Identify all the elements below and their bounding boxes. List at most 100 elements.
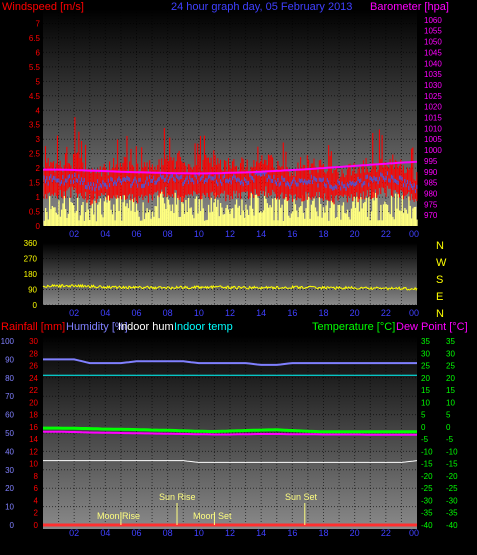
humidity-tick-label: 50 [5,429,14,438]
wind-gust-bar [285,196,287,226]
wind-avg-bar [337,172,339,201]
wind-gust-bar [301,195,303,226]
x-tick-label: 00 [409,308,419,318]
wind-gust-bar [149,209,151,226]
wind-direction-band [341,181,343,186]
wind-direction-band [81,177,83,182]
wind-avg-bar [105,167,107,193]
humidity-tick-label: 40 [5,447,14,456]
wind-avg-bar [50,161,52,196]
wind-avg-bar [167,161,169,195]
wind-gust-bar [51,205,53,226]
wind-gust-bar [137,210,139,226]
temperature-tick-label: -20 [421,472,433,481]
wind-gust-bar [277,220,279,226]
wind-direction-band [286,181,288,186]
wind-gust-bar [215,206,218,226]
humidity-tick-label: 0 [10,521,15,530]
wind-direction-band [289,184,291,189]
dewpoint-tick-label: 35 [446,337,455,346]
temperature-tick-label: 25 [421,362,430,371]
wind-direction-band [296,182,298,187]
wind-direction-band [297,182,299,187]
temperature-tick-label: 10 [421,398,430,407]
wind-direction-band [308,179,310,184]
wind-avg-bar [203,135,205,196]
wind-direction-band [409,181,411,186]
wind-avg-bar [56,135,59,199]
wind-avg-bar [298,170,300,199]
wind-gust-bar [179,216,182,226]
wind-avg-bar [234,166,236,194]
wind-direction-band [300,179,302,184]
wind-gust-bar [181,195,183,226]
wind-direction-band [56,178,59,183]
wind-gust-bar [269,205,271,226]
wind-direction-band [249,173,251,178]
wind-avg-bar [380,158,382,195]
wind-avg-bar [386,166,388,186]
wind-avg-bar [169,137,171,196]
wind-direction-band [93,182,95,187]
wind-gust-bar [145,213,147,226]
wind-gust-bar [361,208,363,226]
wind-gust-bar [225,208,227,226]
x-axis-ticks-top: 02 04 06 08 10 12 14 16 18 20 22 00 [69,229,419,239]
wind-gust-bar [206,219,208,226]
rain-tick-label: 14 [29,435,38,444]
wind-gust-bar [119,196,122,226]
wind-gust-bar [354,207,357,226]
wind-gust-bar [170,211,172,226]
dewpoint-tick-label: -5 [446,435,454,444]
wind-direction-band [253,178,255,183]
x-tick-label: 12 [225,229,235,239]
wind-avg-bar [258,162,260,197]
humidity-tick-label: 10 [5,503,14,512]
wind-avg-bar [118,170,120,199]
wind-direction-band [170,174,172,179]
wind-avg-bar [157,164,159,191]
wind-gust-bar [235,199,238,226]
wind-avg-bar [292,175,294,202]
temperature-lines [43,358,418,527]
wind-direction-band [90,182,92,187]
wind-avg-bar [254,166,256,190]
temperature-tick-label: -30 [421,496,433,505]
wind-direction-band [320,177,322,182]
compass-s: S [436,274,443,286]
wind-gust-bar [130,210,132,226]
barometer-tick-label: 1060 [424,16,442,25]
wind-direction-band [352,180,354,185]
dewpoint-tick-label: -15 [446,460,458,469]
wind-gust-bar [129,199,131,226]
wind-gust-bar [362,203,365,226]
wind-gust-bar [227,209,230,226]
wind-avg-bar [345,175,347,196]
wind-gust-bar [202,208,204,226]
wind-gust-bar [274,197,277,226]
wind-gust-bar [360,197,362,226]
wind-direction-band [141,184,143,189]
dewpoint-tick-label: 15 [446,386,455,395]
wind-direction-band [385,176,387,181]
wind-gust-bar [344,212,346,226]
wind-direction-band [332,186,334,191]
wind-direction-band [386,171,388,176]
wind-gust-bar [276,198,278,226]
wind-direction-band [233,174,235,179]
rain-tick-label: 16 [29,423,38,432]
wind-gust-bar [201,196,203,226]
wind-gust-bars [43,191,418,226]
wind-direction-band [368,182,370,187]
wind-avg-bar [308,159,310,193]
wind-direction-band [210,176,212,181]
wind-gust-bar [55,212,57,226]
wind-direction-band [203,179,205,184]
x-tick-label: 14 [256,229,266,239]
wind-gust-bar [272,198,274,226]
wind-gust-bar [95,221,98,226]
wind-avg-bar [98,172,100,196]
temperature-grid [43,340,417,526]
windspeed-axis-label: Windspeed [m/s] [2,1,84,13]
